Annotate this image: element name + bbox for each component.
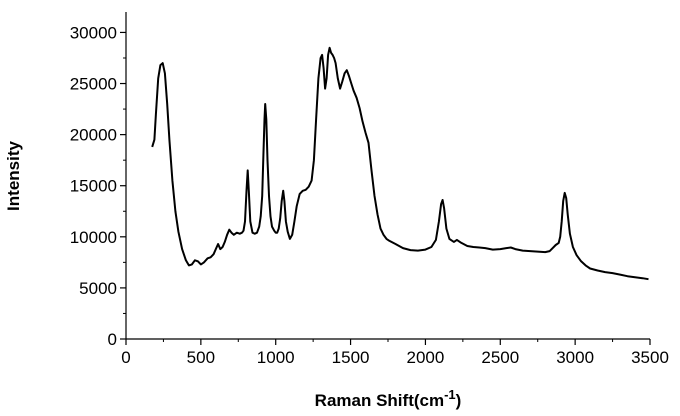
x-axis-title-main: Raman Shift(cm — [315, 391, 444, 410]
x-tick-label: 1000 — [257, 348, 295, 367]
x-axis-title-tail: ) — [456, 391, 462, 410]
y-tick-label: 5000 — [79, 279, 117, 298]
series-group — [151, 46, 649, 281]
y-tick-label: 20000 — [70, 126, 117, 145]
x-tick-label: 0 — [121, 348, 130, 367]
x-axis-title: Raman Shift(cm-1) — [315, 387, 462, 410]
x-tick-label: 3000 — [556, 348, 594, 367]
x-tick-label: 2000 — [407, 348, 445, 367]
x-ticks: 0 500 1000 1500 2000 2500 3000 3500 — [121, 339, 669, 367]
y-ticks: 0 5000 10000 15000 20000 25000 30000 — [70, 23, 126, 349]
y-tick-label: 15000 — [70, 177, 117, 196]
x-tick-label: 2500 — [481, 348, 519, 367]
axes — [125, 12, 650, 340]
spectrum-line — [151, 46, 649, 281]
y-tick-label: 30000 — [70, 23, 117, 42]
y-tick-label: 0 — [108, 330, 117, 349]
y-tick-label: 25000 — [70, 75, 117, 94]
y-tick-label: 10000 — [70, 228, 117, 247]
y-axis-title: Intensity — [4, 141, 23, 211]
x-axis-title-superscript: -1 — [444, 387, 456, 402]
x-tick-label: 1500 — [332, 348, 370, 367]
x-tick-label: 500 — [187, 348, 215, 367]
x-tick-label: 3500 — [631, 348, 669, 367]
